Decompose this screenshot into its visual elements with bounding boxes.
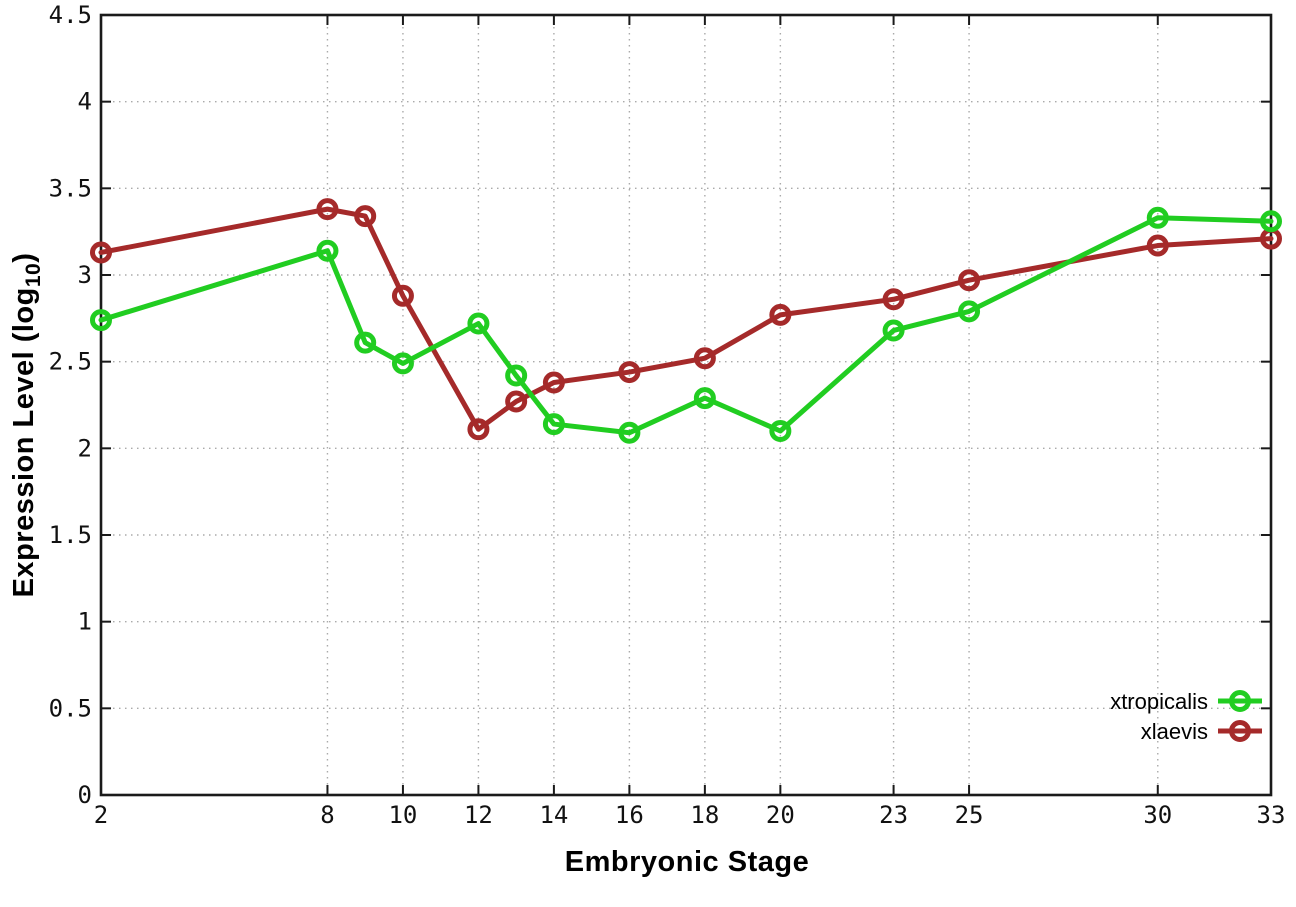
series-line-xtropicalis <box>98 215 1274 436</box>
data-point-xlaevis <box>769 303 792 326</box>
x-tick-label: 30 <box>1143 801 1172 829</box>
legend-label-xtropicalis: xtropicalis <box>1110 689 1208 714</box>
legend-sample-marker-xlaevis <box>1229 720 1251 742</box>
data-point-xlaevis <box>467 418 490 441</box>
y-tick-label: 3.5 <box>49 174 92 202</box>
data-point-xlaevis <box>693 347 716 370</box>
data-point-xlaevis <box>542 371 565 394</box>
y-axis-title-text: Expression Level (log <box>8 287 40 598</box>
data-point-xtropicalis <box>505 364 528 387</box>
x-axis-title: Embryonic Stage <box>564 846 810 878</box>
plot-border <box>99 13 1273 797</box>
data-point-xtropicalis <box>1260 210 1282 233</box>
x-tick-label: 16 <box>615 801 644 829</box>
data-point-xlaevis <box>618 361 641 384</box>
data-point-xtropicalis <box>391 352 414 375</box>
data-point-xlaevis <box>316 198 339 221</box>
data-point-xlaevis <box>391 284 414 307</box>
legend-label-xlaevis: xlaevis <box>1141 719 1208 744</box>
x-tick-label: 33 <box>1257 801 1286 829</box>
y-tick-label: 4.5 <box>49 1 92 29</box>
data-point-xlaevis <box>90 241 112 264</box>
data-point-xlaevis <box>354 205 377 228</box>
y-tick-label: 2 <box>78 434 92 462</box>
x-tick-label: 23 <box>879 801 908 829</box>
y-tick-label: 1 <box>78 608 92 636</box>
y-tick-label: 3 <box>78 261 92 289</box>
y-tick-label: 0.5 <box>49 694 92 722</box>
y-axis-title-suffix: ) <box>8 252 40 263</box>
y-tick-label: 2.5 <box>49 348 92 376</box>
data-point-xlaevis <box>958 269 981 292</box>
data-point-xlaevis <box>505 390 528 413</box>
x-tick-label: 12 <box>464 801 493 829</box>
series-line-xlaevis <box>98 206 1274 432</box>
data-point-xtropicalis <box>316 239 339 262</box>
data-point-xtropicalis <box>693 387 716 410</box>
x-tick-label: 25 <box>955 801 984 829</box>
x-tick-label: 18 <box>690 801 719 829</box>
data-point-xtropicalis <box>90 309 112 332</box>
y-axis-title: Expression Level (log10) <box>8 35 45 815</box>
y-tick-label: 4 <box>78 88 92 116</box>
x-tick-label: 20 <box>766 801 795 829</box>
x-tick-label: 2 <box>94 801 108 829</box>
data-point-xlaevis <box>882 288 905 311</box>
data-point-xtropicalis <box>354 331 377 354</box>
data-point-xtropicalis <box>882 319 905 342</box>
data-point-xtropicalis <box>769 420 792 442</box>
y-tick-label: 0 <box>78 781 92 809</box>
y-axis-title-subscript: 10 <box>21 262 45 288</box>
data-point-xlaevis <box>1146 234 1169 257</box>
y-tick-label: 1.5 <box>49 521 92 549</box>
legend-sample-marker-xtropicalis <box>1229 690 1251 712</box>
data-point-xtropicalis <box>542 413 565 436</box>
x-tick-label: 8 <box>320 801 334 829</box>
x-tick-label: 10 <box>388 801 417 829</box>
data-point-xtropicalis <box>1146 206 1169 229</box>
data-point-xtropicalis <box>958 300 981 323</box>
data-point-xtropicalis <box>618 421 641 444</box>
x-tick-label: 14 <box>539 801 568 829</box>
data-point-xtropicalis <box>467 312 490 335</box>
